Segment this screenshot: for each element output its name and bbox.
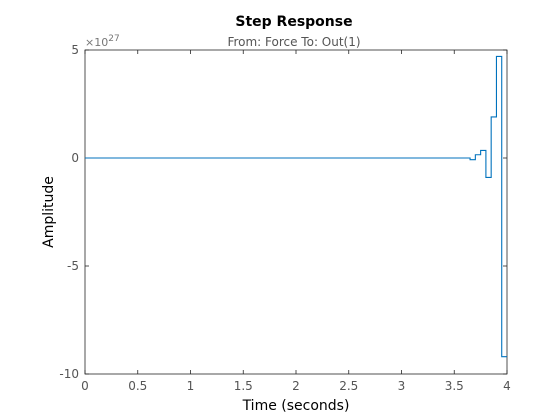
y-tick-label: -5 (67, 259, 79, 273)
y-exponent-label: ×1027 (85, 34, 120, 49)
x-tick-label: 1 (187, 379, 195, 393)
plot-area (84, 49, 508, 375)
step-response-line (85, 55, 507, 358)
y-tick-label: -10 (59, 367, 79, 381)
series-layer (85, 55, 507, 358)
x-tick-label: 3.5 (445, 379, 464, 393)
x-tick-label: 2 (292, 379, 300, 393)
y-tick-label: 5 (71, 43, 79, 57)
x-tick-label: 1.5 (234, 379, 253, 393)
chart-subtitle: From: Force To: Out(1) (227, 35, 360, 49)
y-exponent-base: ×10 (85, 36, 108, 49)
y-axis-label: Amplitude (41, 176, 57, 248)
y-exponent-power: 27 (108, 34, 119, 44)
y-tick-label: 0 (71, 151, 79, 165)
x-axis-label: Time (seconds) (242, 398, 350, 414)
y-axis-ticks: 5 0 -5 -10 (59, 43, 507, 381)
chart-title: Step Response (235, 14, 352, 30)
x-tick-label: 3 (398, 379, 406, 393)
x-tick-label: 0.5 (128, 379, 147, 393)
x-axis-ticks: 0 0.5 1 1.5 2 2.5 3 3.5 4 (81, 50, 511, 393)
x-tick-label: 0 (81, 379, 89, 393)
x-tick-label: 4 (503, 379, 511, 393)
x-tick-label: 2.5 (339, 379, 358, 393)
